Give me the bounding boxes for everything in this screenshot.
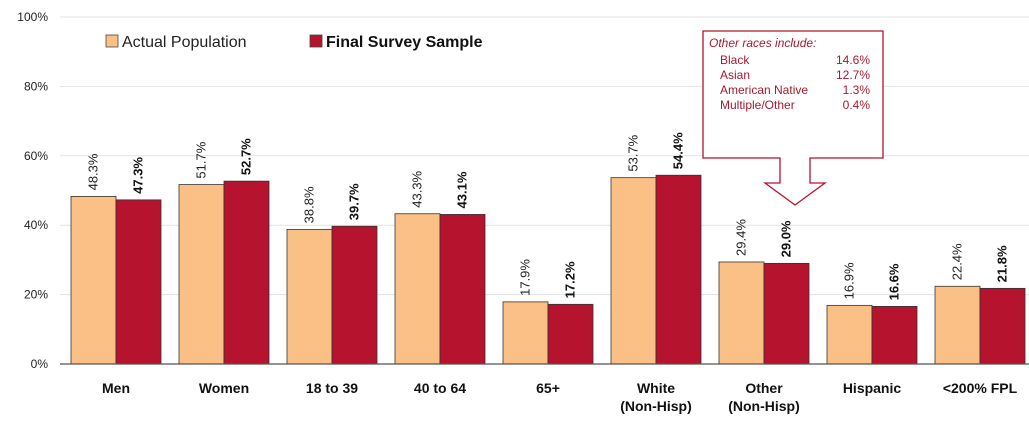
callout-row-value: 1.3% bbox=[843, 83, 871, 97]
bars bbox=[70, 174, 1026, 365]
data-labels: 48.3% 47.3% 51.7% 52.7% 38.8% 39.7% 43.3% 43.1%… bbox=[86, 132, 1010, 300]
x-category-label: White bbox=[637, 380, 675, 396]
data-label: 38.8% bbox=[302, 186, 317, 223]
callout-row-label: Multiple/Other bbox=[720, 98, 795, 112]
data-label: 16.6% bbox=[887, 263, 902, 300]
bar-final-survey-sample bbox=[655, 174, 702, 365]
x-category-label: Women bbox=[199, 380, 249, 396]
callout-row-label: Black bbox=[720, 53, 750, 67]
data-label: 47.3% bbox=[131, 157, 146, 194]
bar-final-survey-sample bbox=[763, 262, 810, 365]
legend: Actual Population Final Survey Sample bbox=[105, 34, 483, 51]
data-label: 52.7% bbox=[239, 138, 254, 175]
x-category-label: (Non-Hisp) bbox=[728, 398, 800, 414]
bar-actual-population bbox=[502, 301, 549, 365]
x-axis: Men Women 18 to 39 40 to 64 65+ White (Non-His… bbox=[60, 363, 1029, 414]
bar-actual-population bbox=[178, 184, 225, 365]
x-category-label: Men bbox=[102, 380, 130, 396]
data-label: 29.0% bbox=[779, 220, 794, 257]
data-label: 48.3% bbox=[86, 153, 101, 190]
bar-actual-population bbox=[70, 195, 117, 365]
y-tick-label: 0% bbox=[31, 357, 49, 371]
bar-actual-population bbox=[826, 304, 873, 365]
bar-final-survey-sample bbox=[331, 225, 378, 365]
data-label: 51.7% bbox=[194, 141, 209, 178]
bar-final-survey-sample bbox=[115, 199, 162, 365]
bar-actual-population bbox=[610, 177, 657, 365]
data-label: 43.3% bbox=[410, 170, 425, 207]
data-label: 29.4% bbox=[734, 219, 749, 256]
y-tick-label: 40% bbox=[24, 218, 48, 232]
data-label: 17.9% bbox=[518, 259, 533, 296]
y-axis: 0% 20% 40% 60% 80% 100% bbox=[17, 10, 48, 371]
data-label: 53.7% bbox=[626, 134, 641, 171]
y-tick-label: 80% bbox=[24, 79, 48, 93]
bar-final-survey-sample bbox=[547, 303, 594, 365]
bar-actual-population bbox=[934, 285, 981, 365]
data-label: 54.4% bbox=[671, 132, 686, 169]
callout-row-label: Asian bbox=[720, 68, 750, 82]
y-tick-label: 20% bbox=[24, 288, 48, 302]
y-tick-label: 100% bbox=[17, 10, 48, 24]
legend-label-actual-population: Actual Population bbox=[122, 34, 247, 51]
bar-final-survey-sample bbox=[871, 305, 918, 365]
callout-other-races: Other races include: Black 14.6% Asian 12.7… bbox=[702, 30, 884, 206]
x-category-label: <200% FPL bbox=[943, 380, 1018, 396]
x-category-label: 18 to 39 bbox=[306, 380, 358, 396]
legend-swatch-final-survey-sample bbox=[309, 34, 323, 48]
bar-final-survey-sample bbox=[439, 214, 486, 365]
data-label: 21.8% bbox=[995, 245, 1010, 282]
x-category-label: Other bbox=[745, 380, 783, 396]
callout-box bbox=[702, 30, 884, 206]
callout-row-label: American Native bbox=[720, 83, 808, 97]
bar-actual-population bbox=[286, 228, 333, 365]
callout-row-value: 0.4% bbox=[843, 98, 871, 112]
bar-actual-population bbox=[394, 213, 441, 365]
callout-row-value: 12.7% bbox=[836, 68, 870, 82]
legend-label-final-survey-sample: Final Survey Sample bbox=[326, 34, 483, 51]
data-label: 17.2% bbox=[563, 261, 578, 298]
data-label: 39.7% bbox=[347, 183, 362, 220]
x-category-label: Hispanic bbox=[843, 380, 902, 396]
data-label: 43.1% bbox=[455, 171, 470, 208]
y-tick-label: 60% bbox=[24, 149, 48, 163]
callout-title: Other races include: bbox=[709, 36, 816, 50]
data-label: 22.4% bbox=[950, 243, 965, 280]
data-label: 16.9% bbox=[842, 262, 857, 299]
bar-actual-population bbox=[718, 261, 765, 365]
x-category-label: (Non-Hisp) bbox=[620, 398, 692, 414]
x-category-label: 40 to 64 bbox=[414, 380, 466, 396]
legend-swatch-actual-population bbox=[105, 34, 119, 48]
callout-row-value: 14.6% bbox=[836, 53, 870, 67]
bar-final-survey-sample bbox=[979, 287, 1026, 365]
x-category-label: 65+ bbox=[536, 380, 560, 396]
bar-final-survey-sample bbox=[223, 180, 270, 365]
